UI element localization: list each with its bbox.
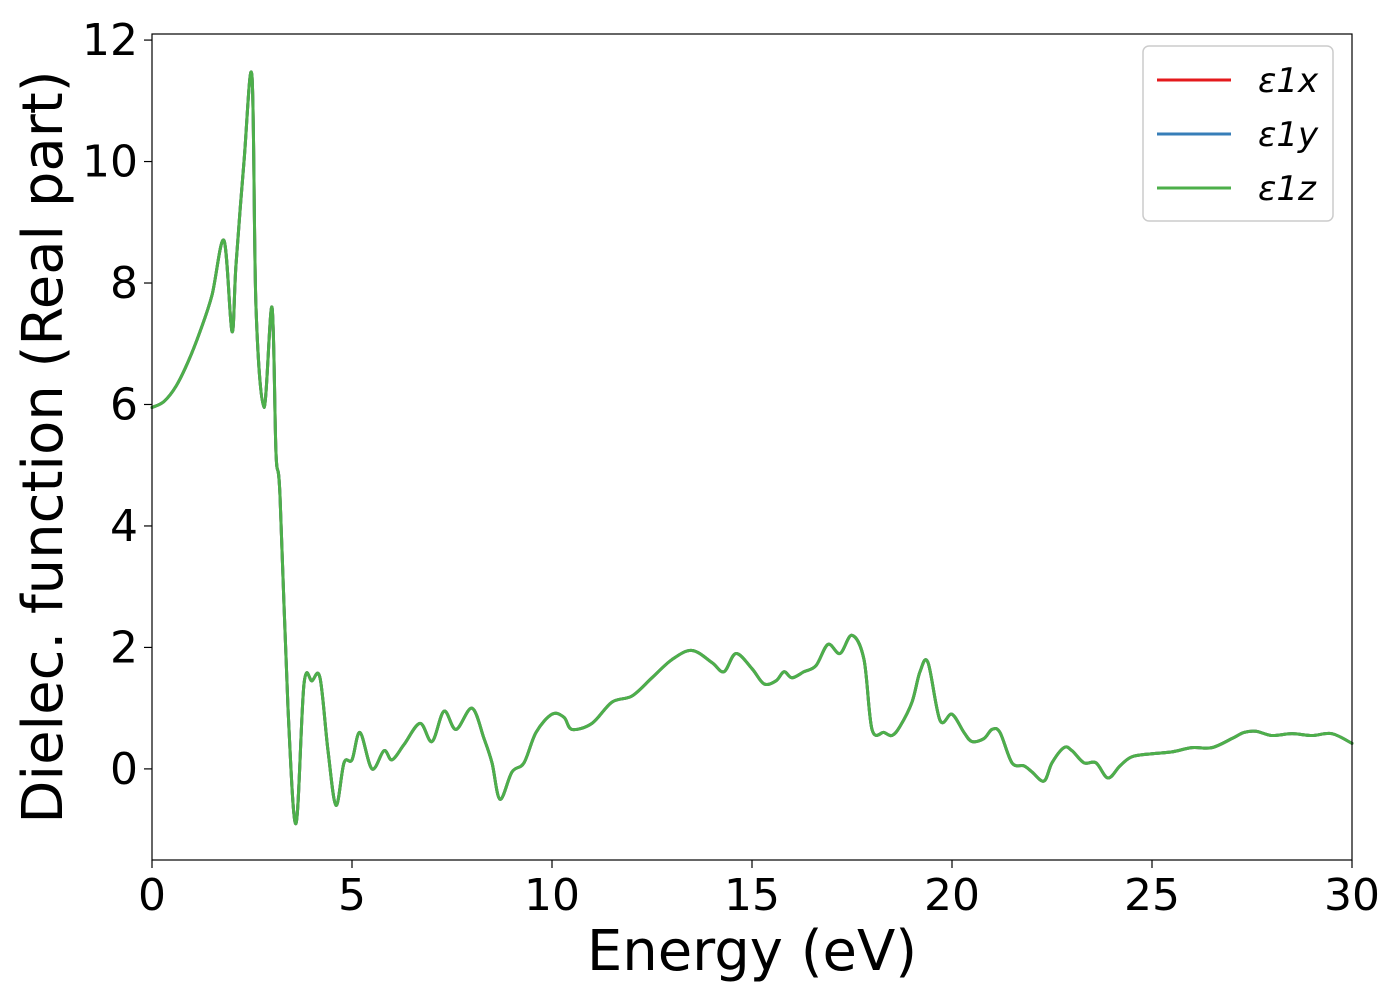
x-tick-label: 30 — [1324, 870, 1380, 921]
x-axis-label: Energy (eV) — [587, 919, 917, 984]
y-tick-label: 0 — [110, 744, 138, 795]
legend: ε1x ε1y ε1z — [1142, 45, 1334, 222]
x-tick-label: 20 — [924, 870, 980, 921]
legend-label: ε1y — [1258, 115, 1319, 155]
x-tick-label: 0 — [138, 870, 166, 921]
tick-layer: 0 5 10 15 20 25 30 0 2 4 6 8 10 12 — [82, 15, 1380, 921]
y-tick-label: 10 — [82, 137, 138, 188]
y-axis-label: Dielec. function (Real part) — [11, 70, 76, 823]
x-tick-label: 5 — [338, 870, 366, 921]
x-tick-label: 15 — [724, 870, 780, 921]
y-tick-label: 6 — [110, 379, 138, 430]
legend-frame — [1142, 45, 1334, 222]
legend-label: ε1z — [1258, 169, 1317, 209]
legend-label: ε1x — [1258, 61, 1319, 101]
series-layer — [150, 70, 1354, 826]
x-tick-label: 25 — [1124, 870, 1180, 921]
y-tick-label: 2 — [110, 622, 138, 673]
y-tick-label: 8 — [110, 258, 138, 309]
y-tick-label: 12 — [82, 15, 138, 66]
x-tick-label: 10 — [524, 870, 580, 921]
series-line-3 — [150, 70, 1354, 826]
y-tick-label: 4 — [110, 501, 138, 552]
